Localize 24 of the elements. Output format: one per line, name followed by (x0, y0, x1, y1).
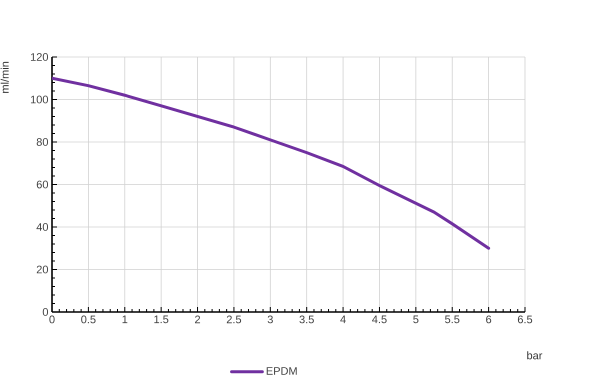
x-tick-label: 4 (340, 316, 346, 324)
y-tick-label: 0 (42, 308, 48, 316)
x-axis-title: bar (527, 351, 542, 360)
x-tick-label: 1 (122, 316, 128, 324)
y-tick-label: 120 (30, 53, 48, 61)
y-axis-title: ml/min (0, 62, 9, 93)
legend-label: EPDM (266, 367, 297, 375)
x-tick-label: 0.5 (81, 316, 96, 324)
x-tick-label: 6 (486, 316, 492, 324)
y-tick-label: 60 (36, 180, 48, 188)
x-tick-label: 5.5 (445, 316, 460, 324)
y-tick-label: 80 (36, 138, 48, 146)
x-tick-label: 3.5 (299, 316, 314, 324)
y-tick-label: 40 (36, 223, 48, 231)
x-tick-label: 4.5 (372, 316, 387, 324)
x-tick-label: 3 (268, 316, 273, 324)
x-tick-label: 6.5 (518, 316, 532, 324)
x-tick-label: 2.5 (226, 316, 242, 324)
y-tick-label: 20 (36, 266, 48, 274)
x-tick-label: 5 (413, 316, 418, 324)
y-tick-label: 100 (30, 96, 48, 104)
x-tick-label: 0 (49, 316, 55, 324)
x-tick-label: 1.5 (154, 316, 168, 324)
x-tick-label: 2 (195, 316, 200, 324)
